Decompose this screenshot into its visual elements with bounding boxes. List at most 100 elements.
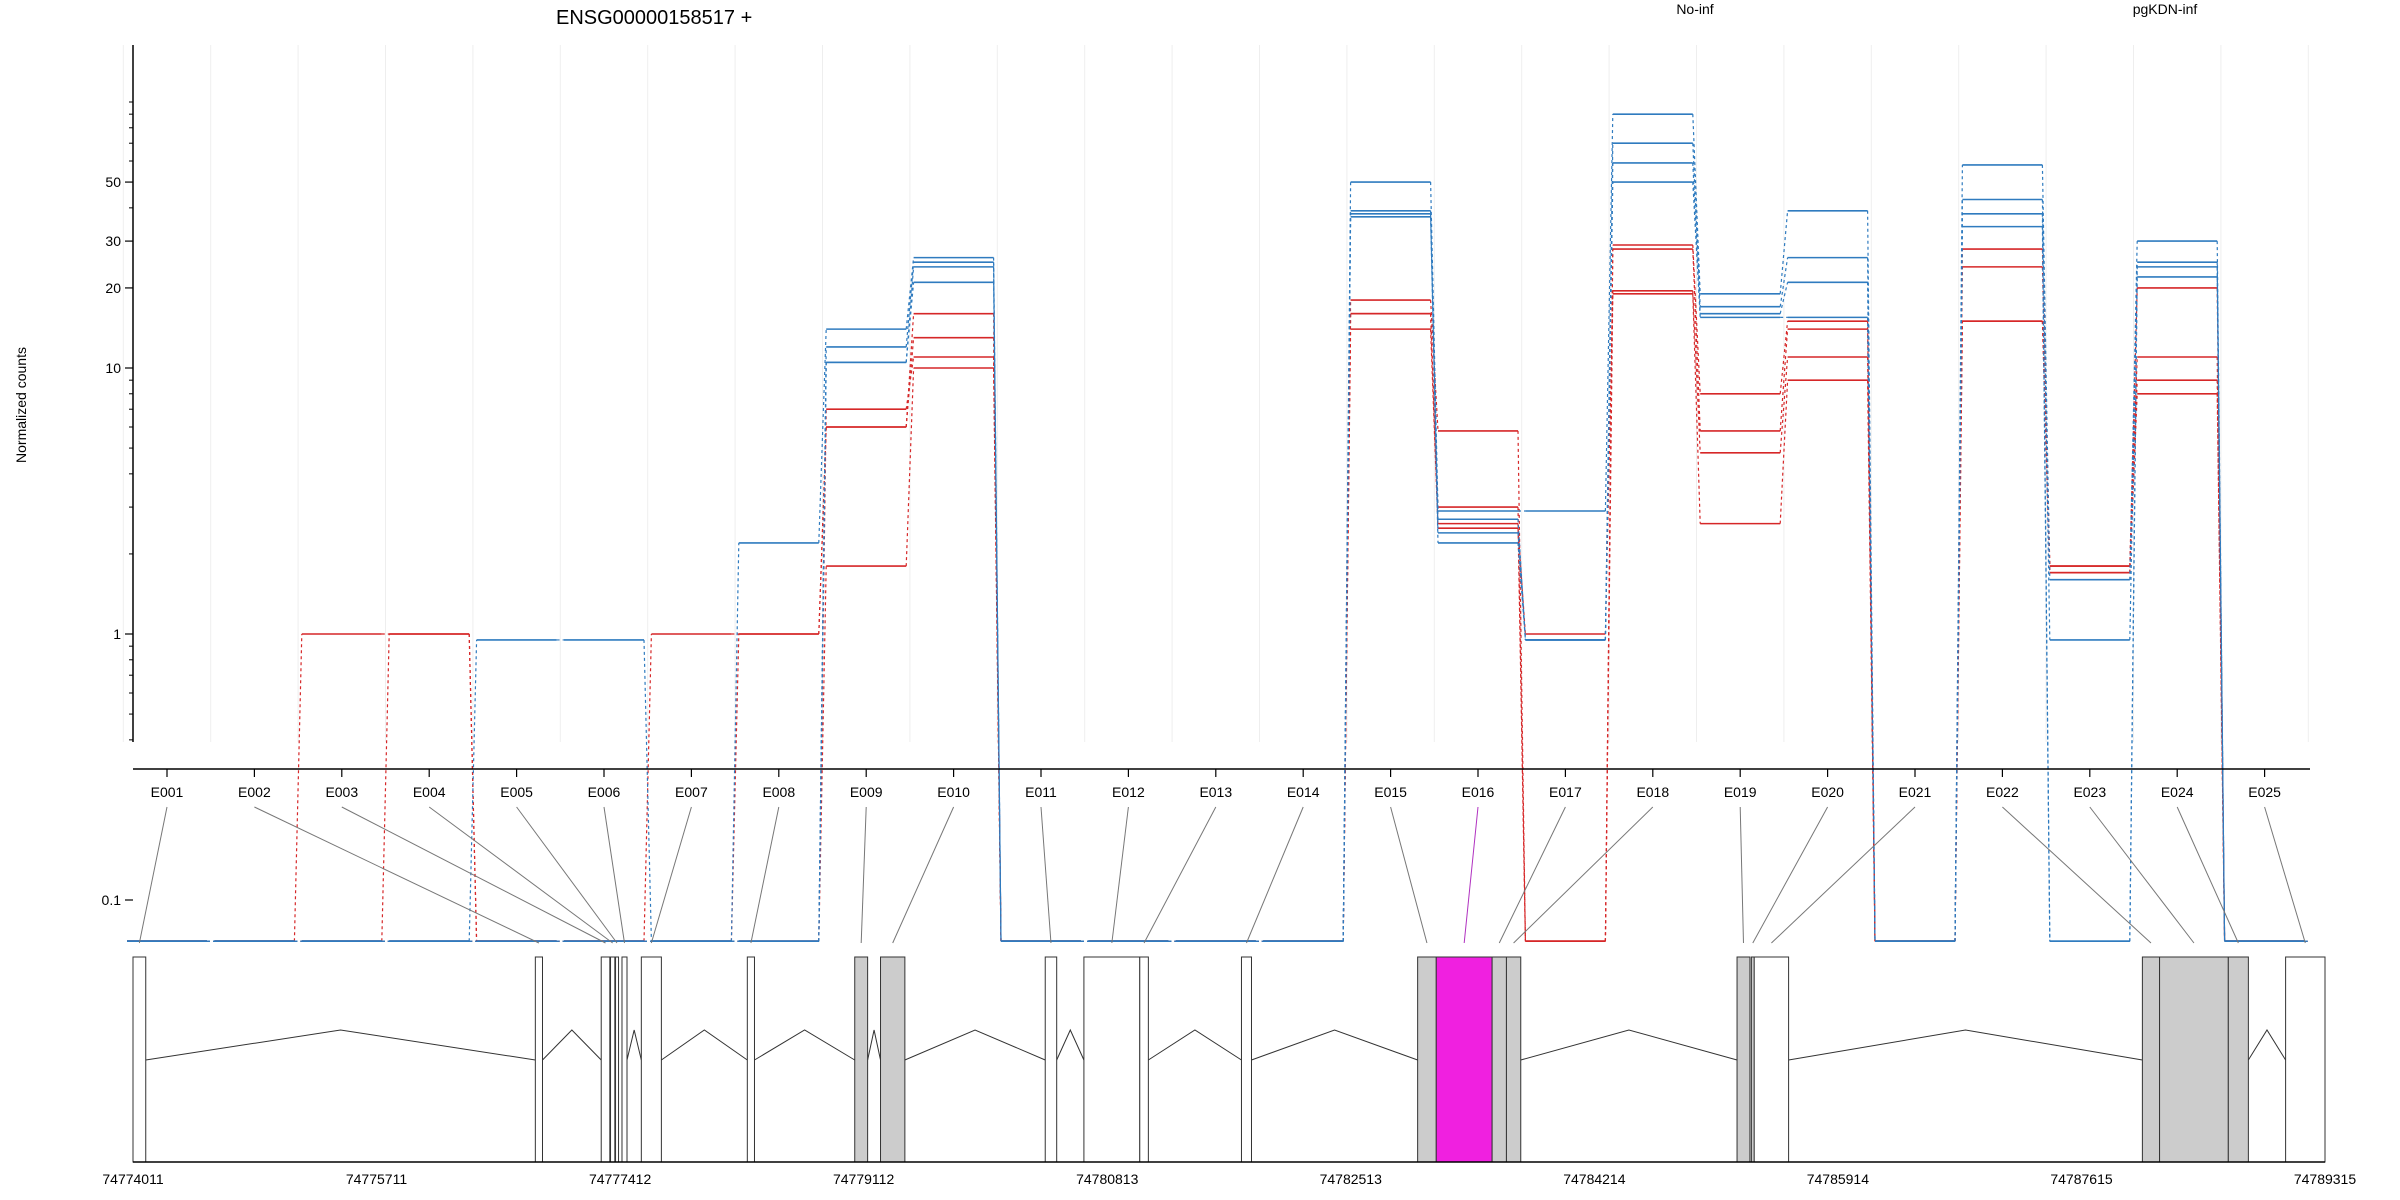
connector-E013 [1143,806,1217,944]
intron-line [1056,1028,1085,1061]
transition-line [1604,290,1614,942]
transition-line [1517,430,1526,942]
y-tick-label: 10 [105,360,121,376]
transition-line [1692,182,1701,318]
exon-box-E009 [854,956,869,1163]
intron-line [904,1029,1046,1061]
exon-tick-label: E022 [1986,784,2019,800]
exon-tick-label: E021 [1899,784,1932,800]
exon-box-E012 [1083,956,1141,1163]
transition-line [905,262,915,347]
connector-E010 [892,806,955,944]
exon-box-E015 [1417,956,1437,1163]
exon-tick-label: E010 [937,784,970,800]
transition-line [1867,317,1876,942]
connector-E005 [516,806,618,944]
exon-box-E024 [2227,956,2249,1163]
series-pgKDN-inf-4 [127,181,2310,943]
transition-line [1604,182,1614,640]
connector-E012 [1111,806,1129,944]
y-tick-label: 50 [105,174,121,190]
exon-box-E003 [600,956,611,1163]
exon-box-E001 [132,956,147,1163]
connector-E023 [2089,806,2195,944]
y-tick-label: 20 [105,280,121,296]
connector-E004 [428,806,613,944]
connector-E018 [1513,806,1654,944]
transition-line [818,426,827,635]
transition-line [2216,262,2226,942]
legend-pgkdn-inf: pgKDN-inf [2133,1,2198,17]
intron-line [867,1029,882,1061]
genomic-tick-label: 74789315 [2294,1171,2357,1187]
transition-line [2129,356,2138,567]
exon-tick-label: E002 [238,784,271,800]
exon-tick-label: E011 [1025,784,1057,800]
intron-line [1520,1029,1738,1061]
exon-box-E006 [621,956,628,1163]
genomic-axis: 74774011 74775711 74777412 74779112 74780813… [102,1161,2357,1187]
exon-tick-label: E018 [1636,784,1669,800]
transition-line [1692,249,1701,431]
transition-line [993,266,1002,942]
transition-line [1692,162,1701,314]
connector-E002 [254,806,540,944]
transition-line [1430,300,1439,431]
exon-box-E017 [1491,956,1507,1163]
transition-line [643,639,652,942]
exon-tick-label: E006 [588,784,621,800]
legend-no-inf: No-inf [1676,1,1713,17]
exon-box-E016 [1435,956,1493,1163]
transition-line [2041,199,2051,640]
series-pgKDN-inf-1 [127,113,2310,943]
connector-E008 [750,806,780,944]
intron-line [1788,1029,2143,1061]
exon-box-E019 [1736,956,1751,1163]
connector-E024 [2176,806,2239,944]
transition-line [993,262,1002,942]
genomic-tick-label: 74785914 [1807,1171,1870,1187]
transition-line [1779,257,1789,307]
exon-box-E018 [1505,956,1522,1163]
transition-line [1430,213,1439,533]
exon-box-E013 [1139,956,1149,1163]
y-axis: 0.1 1 10 20 30 50 [102,45,134,908]
exon-tick-label: E019 [1724,784,1757,800]
transition-line [468,639,478,942]
series-pgKDN-inf-3 [127,162,2310,943]
exon-tick-label: E015 [1374,784,1407,800]
connector-E001 [138,806,168,944]
exon-box-E005 [615,956,620,1163]
grid-lines [122,45,2309,742]
transition-line [1342,216,1352,942]
exon-box-E011 [1044,956,1058,1163]
series-No-inf-4 [127,293,2310,943]
transition-line [1779,329,1789,431]
exon-tick-label: E024 [2161,784,2194,800]
transition-line [905,266,915,363]
transition-line [818,362,827,942]
connector-E021 [1771,806,1916,944]
exon-tick-label: E012 [1112,784,1145,800]
transition-line [2129,262,2138,640]
connector-E003 [341,806,606,944]
connector-E007 [650,806,692,944]
exon-box-E008 [746,956,755,1163]
intron-line [754,1029,855,1061]
genomic-tick-label: 74777412 [589,1171,652,1187]
transition-line [1779,210,1789,294]
genomic-tick-label: 74784214 [1563,1171,1626,1187]
transition-line [1430,216,1439,543]
exon-tick-label: E013 [1199,784,1232,800]
exon-tick-label: E003 [325,784,358,800]
transition-line [2041,226,2051,942]
transition-line [905,337,915,428]
transition-line [1692,293,1701,524]
series-No-inf-2 [127,248,2310,943]
transition-line [2129,276,2138,942]
exon-tick-label: E017 [1549,784,1582,800]
intron-line [2247,1029,2287,1061]
genomic-tick-label: 74779112 [833,1171,894,1187]
